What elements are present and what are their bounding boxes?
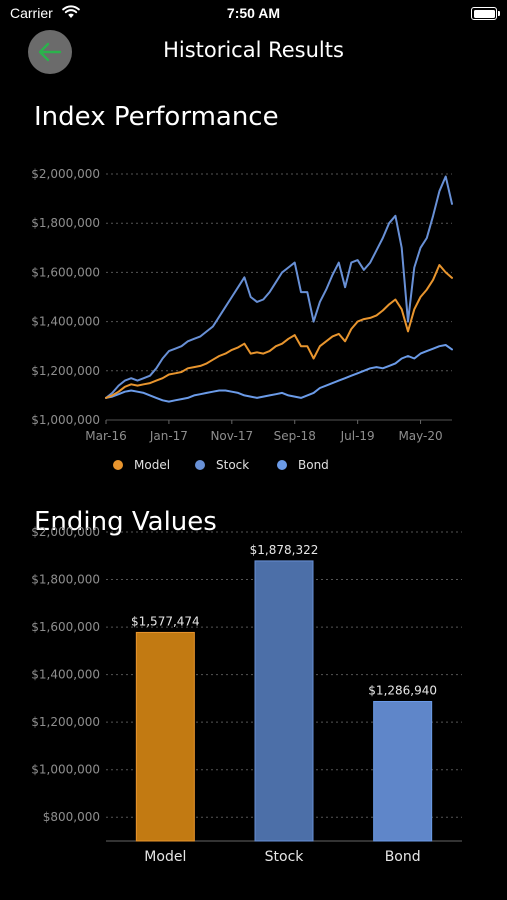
x-tick-label: Jul-19 [340, 429, 375, 443]
category-label-bond: Bond [385, 849, 421, 865]
legend-label-model: Model [134, 458, 170, 472]
wifi-icon [62, 5, 80, 18]
x-tick-label: Jan-17 [149, 429, 188, 443]
legend-swatch-stock [195, 460, 205, 470]
y-tick-label: $1,000,000 [31, 413, 100, 427]
bar-model [135, 631, 195, 842]
category-label-model: Model [144, 849, 186, 865]
status-bar: Carrier 7:50 AM [0, 0, 507, 30]
index-performance-chart: $1,000,000 $1,200,000 $1,400,000 $1,600,000… [31, 167, 453, 472]
bar-stock [254, 560, 314, 842]
series-line-model [105, 264, 453, 399]
x-tick-label: Mar-16 [85, 429, 126, 443]
category-label-stock: Stock [265, 849, 305, 865]
y-tick-label: $1,000,000 [31, 763, 100, 777]
ending-values-chart: $800,000 $1,000,000 $1,200,000 $1,400,000 $1… [31, 525, 462, 865]
bar-value-label-stock: $1,878,322 [250, 543, 319, 557]
series-line-stock [105, 175, 453, 399]
legend-swatch-bond [277, 460, 287, 470]
y-tick-label: $1,800,000 [31, 216, 100, 230]
y-tick-label: $800,000 [43, 810, 100, 824]
carrier-label: Carrier [10, 5, 53, 21]
legend-label-bond: Bond [298, 458, 329, 472]
x-tick-label: Nov-17 [210, 429, 253, 443]
y-tick-label: $1,400,000 [31, 668, 100, 682]
y-tick-label: $1,600,000 [31, 265, 100, 279]
legend-swatch-model [113, 460, 123, 470]
battery-icon [471, 7, 497, 20]
index-performance-title: Index Performance [34, 102, 279, 132]
y-tick-label: $1,200,000 [31, 715, 100, 729]
legend-label-stock: Stock [216, 458, 249, 472]
page-title: Historical Results [163, 38, 344, 62]
y-tick-label: $2,000,000 [31, 167, 100, 181]
clock: 7:50 AM [226, 5, 281, 21]
series-line-bond [105, 344, 453, 403]
y-tick-label: $1,400,000 [31, 315, 100, 329]
arrow-left-icon [38, 42, 62, 62]
battery-tip [498, 11, 500, 16]
bar-bond [373, 700, 433, 842]
back-button[interactable] [28, 30, 72, 74]
bar-value-label-model: $1,577,474 [131, 614, 200, 628]
y-tick-label: $2,000,000 [31, 525, 100, 539]
x-tick-label: May-20 [398, 429, 442, 443]
y-tick-label: $1,800,000 [31, 573, 100, 587]
x-tick-label: Sep-18 [274, 429, 316, 443]
y-tick-label: $1,600,000 [31, 620, 100, 634]
y-tick-label: $1,200,000 [31, 364, 100, 378]
bar-value-label-bond: $1,286,940 [368, 683, 437, 697]
